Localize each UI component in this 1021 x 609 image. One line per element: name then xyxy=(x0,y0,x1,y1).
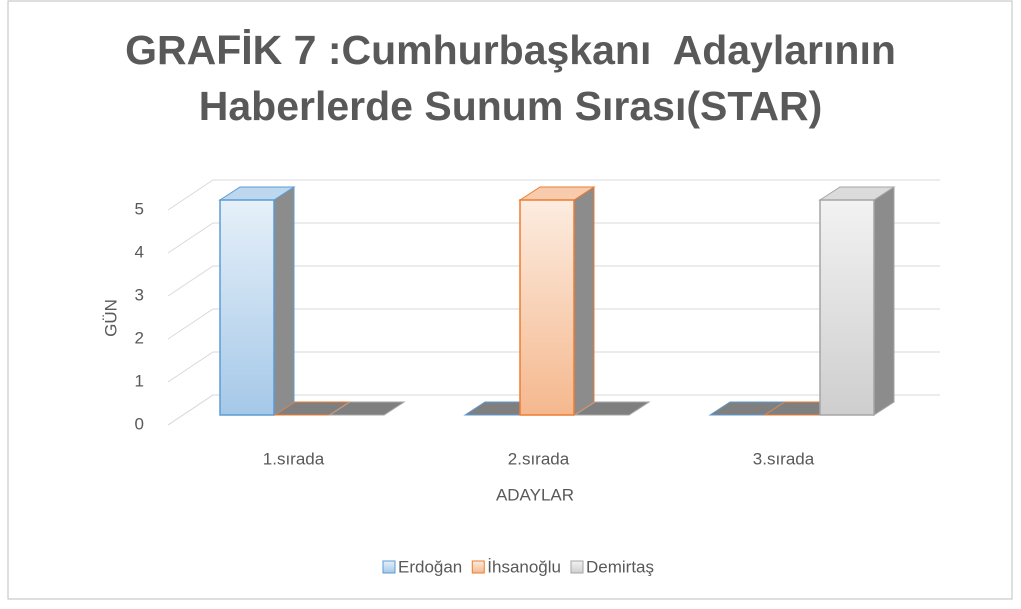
legend-swatch xyxy=(570,560,584,574)
grid-line xyxy=(167,351,940,383)
grid-line xyxy=(167,222,940,254)
bar-top xyxy=(573,401,651,416)
legend-swatch xyxy=(471,560,485,574)
y-tick-label: 0 xyxy=(135,414,144,433)
y-axis-label: GÜN xyxy=(101,299,120,337)
chart-border xyxy=(7,0,1013,600)
bar xyxy=(519,199,575,416)
legend-label: Demirtaş xyxy=(586,557,654,576)
bar-side xyxy=(573,186,595,416)
y-tick-label: 4 xyxy=(135,242,144,261)
bar xyxy=(219,199,275,416)
legend-label: İhsanoğlu xyxy=(487,557,561,576)
y-tick-label: 3 xyxy=(135,285,144,304)
legend-swatch xyxy=(382,560,396,574)
title-box: GRAFİK 7 :Cumhurbaşkanı Adaylarının Habe… xyxy=(0,22,1021,134)
grid-line xyxy=(167,179,940,211)
legend-label: Erdoğan xyxy=(398,557,462,576)
x-tick-label: 3.sırada xyxy=(753,449,815,468)
y-tick-label: 1 xyxy=(135,371,144,390)
bar-side xyxy=(873,186,895,416)
grid-line xyxy=(167,308,940,340)
bar-top xyxy=(273,401,351,416)
bar-top xyxy=(708,401,786,416)
x-tick-label: 2.sırada xyxy=(508,449,570,468)
x-axis-label: ADAYLAR xyxy=(496,485,574,504)
grid-line xyxy=(167,394,940,426)
bar xyxy=(819,199,875,416)
legend: Erdoğan İhsanoğlu Demirtaş xyxy=(382,557,654,576)
chart-title: GRAFİK 7 :Cumhurbaşkanı Adaylarının Habe… xyxy=(125,27,908,129)
y-tick-label: 5 xyxy=(135,199,144,218)
y-tick-label: 2 xyxy=(135,328,144,347)
bar-top xyxy=(328,401,406,416)
bar-side xyxy=(273,186,295,416)
grid-line xyxy=(167,265,940,297)
x-tick-label: 1.sırada xyxy=(263,449,325,468)
